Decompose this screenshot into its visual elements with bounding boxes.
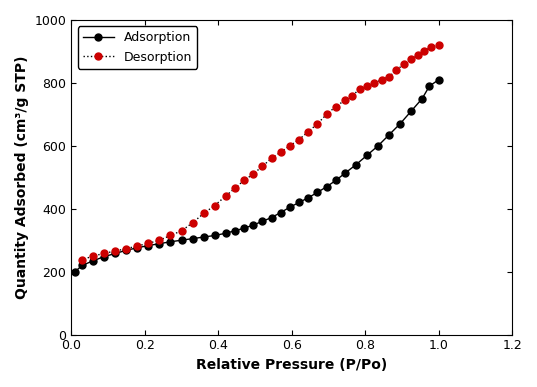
X-axis label: Relative Pressure (P/Po): Relative Pressure (P/Po) bbox=[196, 358, 387, 372]
Legend: Adsorption, Desorption: Adsorption, Desorption bbox=[77, 26, 197, 68]
Y-axis label: Quantity Adsorbed (cm³/g STP): Quantity Adsorbed (cm³/g STP) bbox=[15, 56, 29, 299]
